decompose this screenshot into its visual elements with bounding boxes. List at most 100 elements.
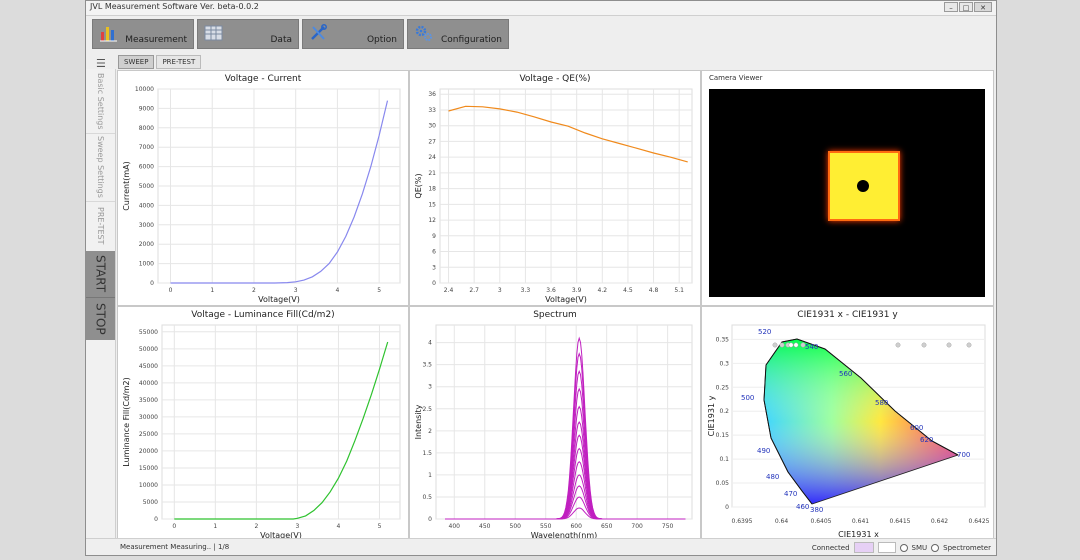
y-axis-label: Luminance Fill(Cd/m2) [122,377,131,466]
y-tick-label: 8000 [139,125,154,132]
spectral-locus [763,338,959,505]
y-tick-label: 0 [428,516,432,523]
tab-pre-test[interactable]: PRE-TEST [156,55,202,69]
y-tick-label: 3 [432,264,436,271]
y-tick-label: 2.5 [422,406,432,413]
x-tick-label: 4 [335,287,339,294]
chart-title: Voltage - Luminance Fill(Cd/m2) [191,310,335,320]
y-tick-label: 0.05 [716,480,730,487]
wavelength-label: 580 [875,399,888,407]
y-tick-label: 15000 [139,465,158,472]
wavelength-label: 480 [766,473,779,481]
close-button[interactable]: ✕ [974,2,992,12]
y-tick-label: 5000 [143,499,158,506]
smu-label: SMU [911,543,928,552]
gears-icon [415,25,432,41]
spectrum-chart[interactable]: 0 0.5 1 1.5 2 2.5 3 3.5 4 400 450 500 550 600 650 700 75… [410,307,700,541]
x-tick-label: 3.9 [572,287,582,294]
y-tick-label: 12 [428,217,436,224]
y-tick-label: 18 [428,186,436,193]
start-button[interactable]: START [86,251,115,298]
smu-radio[interactable] [899,543,908,552]
cie-chart[interactable]: 0 0.05 0.1 0.15 0.2 0.25 0.3 0.35 0.6395 0.64 0.64… [702,307,993,541]
configuration-button[interactable]: Configuration [407,19,509,49]
stop-button[interactable]: STOP [86,298,115,340]
y-tick-label: 45000 [139,363,158,370]
wavelength-label: 560 [839,370,852,378]
y-tick-label: 40000 [139,380,158,387]
table-icon [204,25,223,41]
x-tick-label: 2.7 [469,287,479,294]
x-tick-label: 0 [172,523,176,530]
camera-image[interactable] [709,89,985,297]
measurement-point-current [793,342,799,348]
y-tick-label: 3 [428,384,432,391]
voltage-qe-panel: Voltage - QE(%) 0 3 6 9 12 15 18 21 24 27 30 33 36 2.… [409,70,701,306]
plot-area [435,324,693,520]
x-tick-label: 2.4 [444,287,454,294]
option-button[interactable]: Option [302,19,404,49]
x-axis-label: Voltage(V) [545,295,587,304]
x-tick-label: 0.64 [775,518,789,525]
hamburger-menu-icon[interactable]: ☰ [96,57,106,70]
data-button[interactable]: Data [197,19,299,49]
connected-label: Connected [811,543,850,552]
x-tick-label: 0.6415 [890,518,911,525]
measurement-point [772,342,778,348]
wavelength-label: 500 [741,394,754,402]
y-tick-label: 0.2 [719,408,729,415]
y-tick-label: 6000 [139,164,154,171]
minimize-button[interactable]: – [944,2,958,12]
x-tick-label: 700 [631,523,643,530]
y-tick-label: 4000 [139,202,154,209]
x-tick-label: 4.2 [598,287,608,294]
voltage-luminance-chart[interactable]: 0 5000 10000 15000 20000 25000 30000 35000 40000… [118,307,408,541]
x-tick-label: 0 [169,287,173,294]
voltage-current-panel: Voltage - Current 0 1000 2000 3000 4000 5000 6… [117,70,409,306]
x-tick-label: 0.641 [852,518,869,525]
data-series-line [170,100,389,284]
y-tick-label: 30000 [139,414,158,421]
y-tick-label: 0 [432,280,436,287]
connection-indicator [853,542,874,553]
measurement-point [800,342,806,348]
cie-panel: CIE1931 x - CIE1931 y 0 0.05 0.1 0.15 0.2 0.2… [701,306,994,542]
main-toolbar: Measurement Data Option Confi [92,19,509,49]
measurement-button[interactable]: Measurement [92,19,194,49]
wavelength-label: 380 [810,506,823,514]
maximize-button[interactable]: □ [959,2,973,12]
x-tick-label: 400 [449,523,461,530]
y-tick-label: 55000 [139,329,158,336]
camera-viewer-title: Camera Viewer [709,74,763,82]
y-tick-label: 1000 [139,261,154,268]
x-axis-label: CIE1931 x [838,530,879,539]
data-series-line [448,105,688,163]
spectrometer-radio[interactable] [931,543,940,552]
bar-chart-icon [100,27,117,42]
status-bar: Measurement Measuring.. | 1/8 Connected … [86,538,996,555]
y-tick-label: 0 [725,504,729,511]
measurement-point [966,342,972,348]
x-tick-label: 5.1 [674,287,684,294]
sidebar-item-basic-settings[interactable]: Basic Settings [86,69,115,134]
voltage-current-chart[interactable]: 0 1000 2000 3000 4000 5000 6000 7000 8000 9000 100… [118,71,408,305]
sidebar-item-sweep-settings[interactable]: Sweep Settings [86,133,115,202]
y-tick-label: 2 [428,428,432,435]
camera-viewer-panel: Camera Viewer [701,70,994,306]
measurement-point [946,342,952,348]
x-tick-label: 0.6395 [732,518,753,525]
y-tick-label: 30 [428,123,436,130]
plot-area [161,324,401,520]
tab-sweep[interactable]: SWEEP [118,55,155,69]
y-tick-label: 21 [428,170,436,177]
y-tick-label: 4 [428,340,432,347]
x-tick-label: 0.642 [931,518,948,525]
y-tick-label: 10000 [139,482,158,489]
sidebar-item-pre-test[interactable]: PRE-TEST [86,201,115,252]
x-tick-label: 0.6425 [969,518,990,525]
y-tick-label: 25000 [139,431,158,438]
y-axis-label: QE(%) [414,173,423,198]
x-axis-label: Voltage(V) [258,295,300,304]
chart-title: Voltage - Current [224,74,302,84]
